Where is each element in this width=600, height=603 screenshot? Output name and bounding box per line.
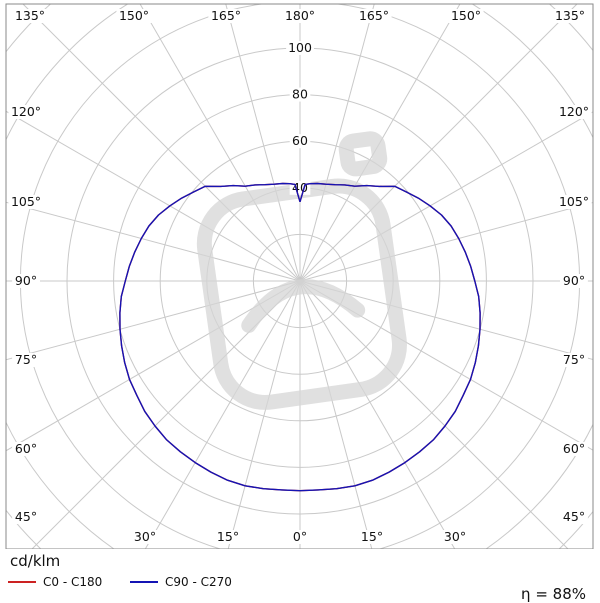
watermark-logo <box>196 131 407 410</box>
angle-label-bottom: 30° <box>134 529 156 544</box>
angle-label-right-bg <box>560 274 588 288</box>
legend-item-c0-c180: C0 - C180 <box>8 575 102 589</box>
angle-label-left: 60° <box>15 441 37 456</box>
grid-spoke <box>225 4 301 282</box>
angle-label-top: 180° <box>285 8 315 23</box>
angle-label-bottom-bg <box>289 530 311 544</box>
axis-labels: 135° 150° 165° 180° 165° 150° 135° 120° 105° 90° 7… <box>8 8 592 544</box>
angle-label-bottom-bg <box>214 530 242 544</box>
polar-photometric-chart: 135° 150° 165° 180° 165° 150° 135° 120° 105° 90° 7… <box>5 3 594 550</box>
grid-spoke <box>144 280 301 549</box>
radial-tick-label-bg <box>286 41 314 55</box>
angle-label-left: 120° <box>11 104 41 119</box>
radial-tick-label: 60 <box>292 133 308 148</box>
angle-label-right: 90° <box>563 273 585 288</box>
angle-label-left: 105° <box>11 194 41 209</box>
grid-spoke <box>299 280 593 451</box>
grid-spoke <box>299 280 593 361</box>
grid-spoke <box>299 280 569 549</box>
legend-item-c90-c270: C90 - C270 <box>130 575 232 589</box>
grid-spoke <box>6 280 301 361</box>
angle-label-right-bg <box>560 353 588 367</box>
angle-label-right: 45° <box>563 509 585 524</box>
radial-tick-label: 100 <box>288 40 312 55</box>
efficiency-label: η = 88% <box>521 585 586 603</box>
angle-label-left-bg <box>12 353 40 367</box>
angle-label-bottom: 15° <box>217 529 239 544</box>
angle-label-top-bg <box>282 9 318 23</box>
angle-label-top: 135° <box>555 8 585 23</box>
angle-label-top: 135° <box>15 8 45 23</box>
angle-label-left: 75° <box>15 352 37 367</box>
grid-spoke <box>299 111 593 282</box>
legend-label-c90-c270: C90 - C270 <box>165 575 232 589</box>
angle-label-bottom-bg <box>131 530 159 544</box>
angle-label-top: 165° <box>211 8 241 23</box>
angle-label-left: 90° <box>15 273 37 288</box>
angle-label-top: 150° <box>119 8 149 23</box>
grid-spoke <box>299 4 578 282</box>
grid-spoke <box>299 4 375 282</box>
angle-label-left-bg <box>8 195 44 209</box>
angle-label-right: 60° <box>563 441 585 456</box>
angle-label-right-bg <box>556 195 592 209</box>
angle-label-bottom: 30° <box>444 529 466 544</box>
angle-label-top-bg <box>208 9 244 23</box>
angle-label-left: 45° <box>15 509 37 524</box>
curve-c90-c270 <box>119 182 481 492</box>
grid-spoke <box>6 110 301 282</box>
angle-label-top-bg <box>12 9 48 23</box>
angle-label-top-bg <box>116 9 152 23</box>
angle-label-left-bg <box>8 105 44 119</box>
angle-label-left-bg <box>12 442 40 456</box>
angle-label-right-bg <box>560 442 588 456</box>
curves <box>119 182 481 492</box>
angle-label-top: 165° <box>359 8 389 23</box>
legend-swatch-c90-c270 <box>130 581 158 583</box>
grid-spoke <box>6 201 301 282</box>
angle-label-bottom: 0° <box>293 529 307 544</box>
angle-label-top-bg <box>356 9 392 23</box>
angle-label-right: 120° <box>559 104 589 119</box>
angle-label-bottom-bg <box>441 530 469 544</box>
legend-swatch-c0-c180 <box>8 581 36 583</box>
grid-spoke <box>6 280 301 452</box>
grid-spoke <box>22 4 301 282</box>
grid-spoke <box>139 4 301 282</box>
angle-label-left-bg <box>12 274 40 288</box>
units-label: cd/klm <box>10 552 61 570</box>
radial-tick-label-bg <box>289 87 311 102</box>
angle-label-right: 105° <box>559 194 589 209</box>
grid-spoke <box>299 280 373 549</box>
grid-spoke <box>299 280 456 549</box>
grid-spoke <box>299 4 461 282</box>
radial-tick-label: 80 <box>292 87 308 102</box>
angle-label-top-bg <box>552 9 588 23</box>
angle-label-top-bg <box>448 9 484 23</box>
grid-spoke <box>299 201 593 282</box>
angle-label-left-bg <box>12 510 40 524</box>
angle-label-right-bg <box>556 105 592 119</box>
angle-label-bottom-bg <box>358 530 386 544</box>
radial-tick-label: 40 <box>292 180 308 195</box>
angle-label-right-bg <box>560 510 588 524</box>
angle-label-bottom: 15° <box>361 529 383 544</box>
radial-tick-label-bg <box>289 134 311 149</box>
angle-label-right: 75° <box>563 352 585 367</box>
chart-footer: cd/klm C0 - C180 C90 - C270 η = 88% <box>0 549 600 603</box>
legend-label-c0-c180: C0 - C180 <box>43 575 103 589</box>
angle-label-top: 150° <box>451 8 481 23</box>
legend: C0 - C180 C90 - C270 η = 88% <box>0 575 600 603</box>
grid-spoke <box>227 280 301 549</box>
